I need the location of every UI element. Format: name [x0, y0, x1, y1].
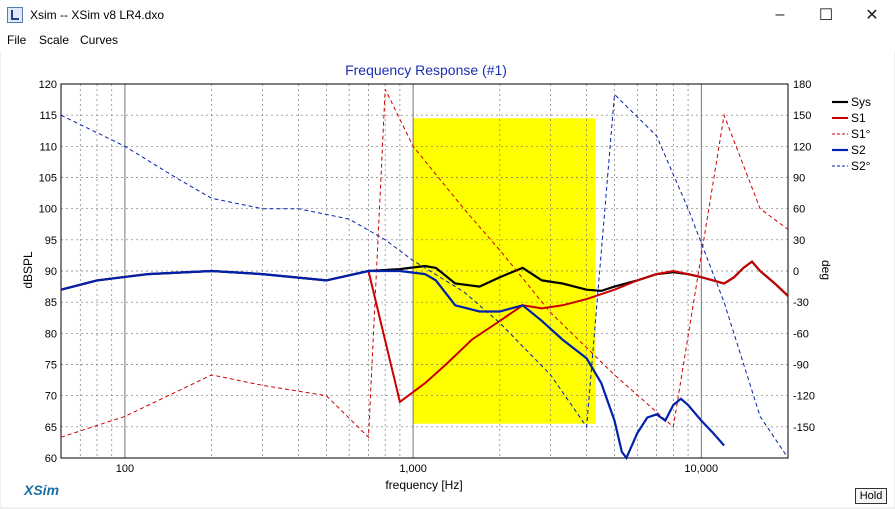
- y-tick-label: 100: [39, 204, 57, 216]
- y2-tick-label: 150: [793, 110, 811, 122]
- hold-button[interactable]: Hold: [855, 488, 887, 504]
- y2-tick-label: 180: [793, 79, 811, 91]
- maximize-icon[interactable]: ☐: [818, 7, 834, 24]
- xsim-brand-logo: XSim: [24, 482, 60, 498]
- title-bar: Xsim -- XSim v8 LR4.dxo – ☐ ✕: [0, 0, 895, 30]
- legend-label: Sys: [851, 95, 871, 109]
- menu-file[interactable]: File: [7, 33, 27, 47]
- menu-scale[interactable]: Scale: [39, 33, 70, 47]
- window-title: Xsim -- XSim v8 LR4.dxo: [30, 8, 165, 22]
- x-tick-label: 100: [116, 463, 134, 475]
- y-tick-label: 75: [45, 360, 57, 372]
- y-tick-label: 85: [45, 297, 57, 309]
- close-icon[interactable]: ✕: [865, 7, 879, 24]
- legend-label: S2: [851, 143, 866, 157]
- legend-label: S2°: [851, 159, 871, 173]
- menu-bar: File Scale Curves: [0, 30, 895, 51]
- minimize-icon[interactable]: –: [775, 6, 785, 23]
- y-tick-label: 60: [45, 453, 57, 465]
- y2-tick-label: 0: [793, 266, 799, 278]
- y2-tick-label: -90: [793, 360, 809, 372]
- y-tick-label: 105: [39, 173, 57, 185]
- y-tick-label: 65: [45, 422, 57, 434]
- y2-tick-label: 30: [793, 235, 805, 247]
- series-line-3: [60, 269, 725, 461]
- y2-tick-label: -30: [793, 297, 809, 309]
- x-tick-label: 10,000: [684, 463, 718, 475]
- app-icon: [7, 7, 23, 23]
- y2-tick-label: 60: [793, 204, 805, 216]
- y-tick-label: 120: [39, 79, 57, 91]
- y-axis-label: dBSPL: [21, 251, 35, 289]
- x-tick-label: 1,000: [399, 463, 427, 475]
- highlight-region: [413, 118, 596, 424]
- y-tick-label: 110: [39, 141, 57, 153]
- y2-axis-label: deg: [819, 260, 833, 280]
- y-tick-label: 80: [45, 328, 57, 340]
- y2-tick-label: -150: [793, 422, 815, 434]
- y-tick-label: 70: [45, 391, 57, 403]
- y-tick-label: 115: [39, 110, 57, 122]
- y2-tick-label: 90: [793, 173, 805, 185]
- legend-label: S1°: [851, 127, 871, 141]
- plot-frame: [60, 83, 789, 459]
- legend-label: S1: [851, 111, 866, 125]
- y-tick-label: 90: [45, 266, 57, 278]
- x-axis-label: frequency [Hz]: [385, 478, 462, 492]
- y-tick-label: 95: [45, 235, 57, 247]
- series-line-2: [60, 88, 789, 439]
- y2-tick-label: 120: [793, 141, 811, 153]
- menu-curves[interactable]: Curves: [80, 33, 119, 47]
- chart-title: Frequency Response (#1): [345, 62, 507, 78]
- y2-tick-label: -60: [793, 328, 809, 340]
- y2-tick-label: -120: [793, 391, 815, 403]
